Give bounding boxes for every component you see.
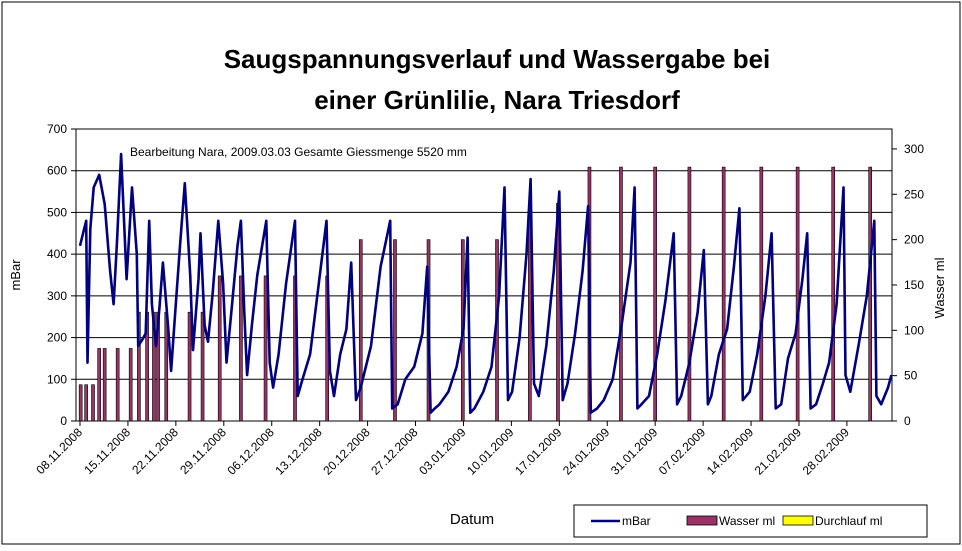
legend-swatch-durchlauf bbox=[782, 515, 814, 526]
chart-annotation: Bearbeitung Nara, 2009.03.03 Gesamte Gie… bbox=[130, 145, 467, 159]
y-right-tick-label: 150 bbox=[904, 278, 924, 292]
y-right-tick-label: 200 bbox=[904, 233, 924, 247]
wasser-bar bbox=[84, 384, 88, 422]
wasser-bar bbox=[653, 166, 657, 422]
wasser-bar bbox=[868, 166, 872, 422]
chart-title-line-2: einer Grünlilie, Nara Triesdorf bbox=[314, 85, 680, 115]
legend-label-durchlauf: Durchlauf ml bbox=[815, 514, 882, 528]
y-left-tick-label: 700 bbox=[47, 122, 67, 136]
legend-label-wasser: Wasser ml bbox=[719, 514, 775, 528]
y-left-tick-label: 300 bbox=[47, 289, 67, 303]
y-left-tick-label: 600 bbox=[47, 164, 67, 178]
wasser-bar bbox=[795, 166, 800, 422]
y-right-tick-label: 300 bbox=[904, 142, 924, 156]
wasser-bar bbox=[115, 348, 120, 422]
wasser-bar bbox=[200, 311, 205, 422]
y-right-tick-label: 100 bbox=[904, 323, 924, 337]
wasser-bar bbox=[358, 239, 363, 422]
y-axis-right-label: Wasser ml bbox=[932, 257, 947, 318]
wasser-bar bbox=[187, 311, 192, 422]
x-axis-label: Datum bbox=[450, 511, 494, 528]
y-right-tick-label: 250 bbox=[904, 187, 924, 201]
wasser-bar bbox=[721, 166, 726, 422]
wasser-bar bbox=[102, 348, 107, 422]
legend-label-mbar: mBar bbox=[622, 514, 651, 528]
wasser-bar bbox=[831, 166, 836, 422]
wasser-bar bbox=[91, 384, 95, 422]
mbar-line bbox=[78, 152, 893, 415]
chart-title-line-1: Saugspannungsverlauf und Wassergabe bei bbox=[224, 44, 771, 74]
wasser-bar bbox=[393, 239, 397, 422]
y-right-tick-label: 0 bbox=[904, 414, 911, 428]
y-left-tick-label: 200 bbox=[47, 331, 67, 345]
y-left-tick-label: 400 bbox=[47, 247, 67, 261]
legend-swatch-wasser bbox=[686, 515, 718, 526]
y-left-tick-label: 100 bbox=[47, 372, 67, 386]
plot-area bbox=[75, 128, 893, 422]
y-right-tick-label: 50 bbox=[904, 369, 918, 383]
y-left-tick-label: 0 bbox=[60, 414, 67, 428]
wasser-bar bbox=[619, 166, 623, 422]
y-left-tick-label: 500 bbox=[47, 205, 67, 219]
wasser-bar bbox=[78, 384, 83, 422]
wasser-bar bbox=[687, 166, 692, 422]
wasser-bar bbox=[239, 275, 243, 422]
legend-box bbox=[573, 504, 928, 538]
wasser-bar bbox=[97, 348, 101, 422]
wasser-bar bbox=[128, 348, 133, 422]
legend: mBar Wasser ml Durchlauf ml bbox=[573, 504, 928, 538]
wasser-bar bbox=[217, 275, 222, 422]
wasser-bar bbox=[263, 275, 268, 422]
y-axis-left-label: mBar bbox=[8, 259, 23, 291]
wasser-bar bbox=[759, 166, 764, 422]
